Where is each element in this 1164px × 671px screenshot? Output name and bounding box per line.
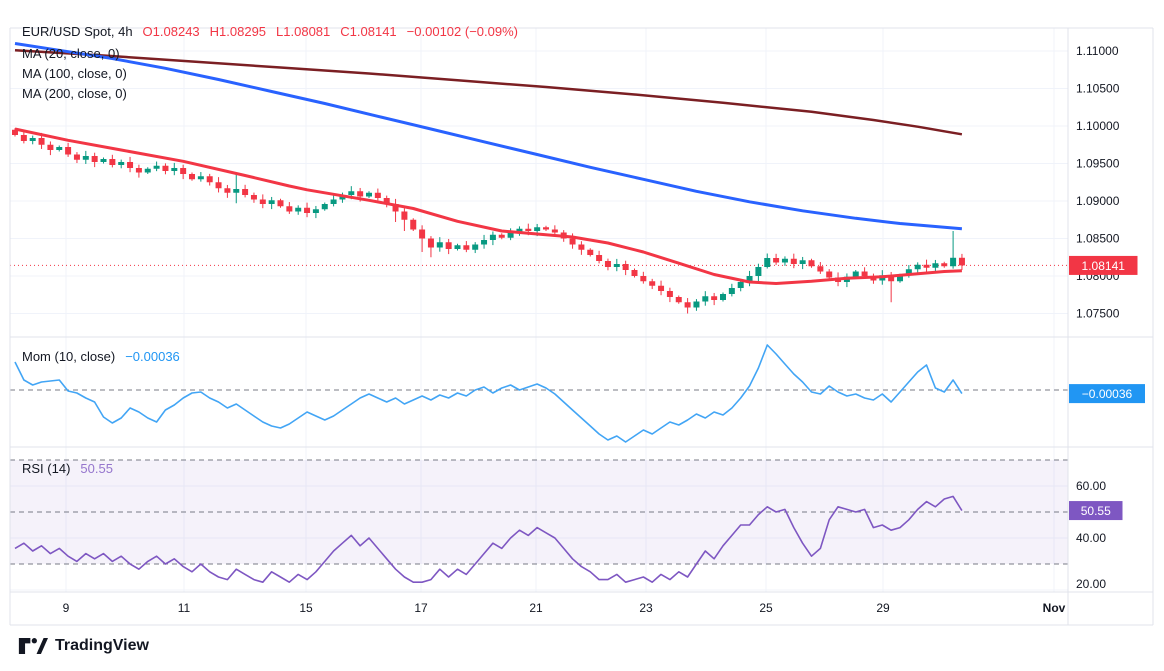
rsi-legend[interactable]: RSI (14) 50.55 <box>22 461 113 476</box>
ma200-legend[interactable]: MA (200, close, 0) <box>22 86 127 101</box>
rsi-badge: 50.55 <box>1069 501 1123 521</box>
ma20-label: MA (20, close, 0) <box>22 46 120 61</box>
svg-text:11: 11 <box>178 601 191 615</box>
svg-text:20.00: 20.00 <box>1076 577 1106 591</box>
svg-text:29: 29 <box>876 601 890 615</box>
candles <box>12 128 965 314</box>
svg-text:Nov: Nov <box>1043 601 1066 615</box>
svg-text:40.00: 40.00 <box>1076 531 1106 545</box>
ohlc-high: H1.08295 <box>209 24 267 39</box>
svg-text:60.00: 60.00 <box>1076 479 1106 493</box>
time-axis[interactable]: 9 11 15 17 21 23 25 29 Nov <box>63 601 1066 615</box>
svg-text:23: 23 <box>639 601 653 615</box>
ohlc-low: L1.08081 <box>276 24 331 39</box>
svg-text:21: 21 <box>529 601 543 615</box>
svg-text:1.11000: 1.11000 <box>1076 44 1119 58</box>
rsi-label: RSI (14) <box>22 461 71 476</box>
symbol-title[interactable]: EUR/USD Spot, 4h <box>22 24 133 39</box>
tradingview-logo-text: TradingView <box>55 637 149 654</box>
ma100-line <box>14 42 963 231</box>
svg-text:50.55: 50.55 <box>1081 504 1111 518</box>
price-badge: 1.08141 <box>1069 255 1138 275</box>
ma20-line <box>14 127 962 285</box>
pane-borders <box>9 27 1154 626</box>
svg-text:9: 9 <box>63 601 70 615</box>
tradingview-watermark[interactable]: TradingView <box>18 637 149 655</box>
momentum-line <box>14 344 963 443</box>
svg-text:17: 17 <box>414 601 428 615</box>
ohlc-open: O1.08243 <box>142 24 200 39</box>
price-axis[interactable]: 1.11000 1.10500 1.10000 1.09500 1.09000 1.085… <box>1076 44 1120 321</box>
ma20-legend[interactable]: MA (20, close, 0) <box>22 46 120 61</box>
gridlines <box>10 28 1068 592</box>
rsi-axis[interactable]: 60.00 40.00 20.00 <box>1076 479 1106 591</box>
svg-text:1.09500: 1.09500 <box>1076 157 1120 171</box>
rsi-value: 50.55 <box>80 461 113 476</box>
svg-text:−0.00036: −0.00036 <box>1082 387 1133 401</box>
ma100-label: MA (100, close, 0) <box>22 66 127 81</box>
ma100-legend[interactable]: MA (100, close, 0) <box>22 66 127 81</box>
tradingview-logo-icon <box>18 638 48 654</box>
svg-text:1.09000: 1.09000 <box>1076 194 1120 208</box>
svg-text:25: 25 <box>759 601 773 615</box>
ma200-line <box>14 49 963 136</box>
rsi-band <box>10 459 1068 565</box>
momentum-badge: −0.00036 <box>1069 384 1145 404</box>
svg-text:1.10500: 1.10500 <box>1076 82 1120 96</box>
symbol-legend: EUR/USD Spot, 4h O1.08243 H1.08295 L1.08… <box>22 24 518 39</box>
svg-text:15: 15 <box>299 601 313 615</box>
rsi-line <box>14 495 963 583</box>
momentum-label: Mom (10, close) <box>22 349 116 364</box>
momentum-legend[interactable]: Mom (10, close) −0.00036 <box>22 349 180 364</box>
svg-text:1.07500: 1.07500 <box>1076 307 1120 321</box>
svg-text:1.10000: 1.10000 <box>1076 119 1120 133</box>
svg-text:1.08500: 1.08500 <box>1076 232 1120 246</box>
ma200-label: MA (200, close, 0) <box>22 86 127 101</box>
ohlc-close: C1.08141 <box>340 24 397 39</box>
ohlc-change: −0.00102 (−0.09%) <box>406 24 518 39</box>
momentum-value: −0.00036 <box>125 349 180 364</box>
svg-text:1.08141: 1.08141 <box>1082 259 1126 273</box>
